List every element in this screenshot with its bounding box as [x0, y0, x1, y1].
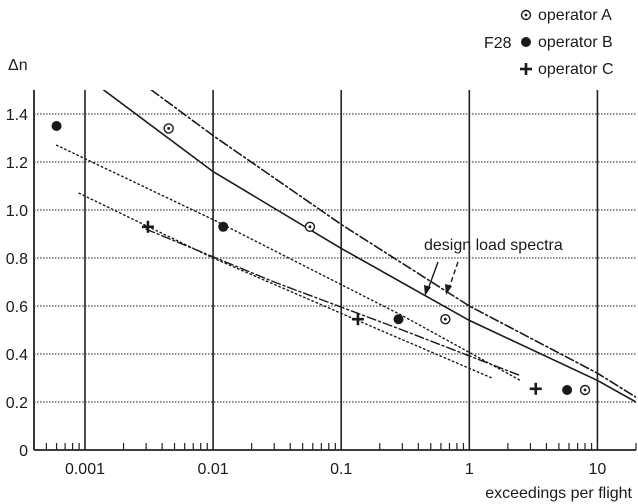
y-tick-labels: 0 0.2 0.4 0.6 0.8 1.0 1.2 1.4	[6, 107, 28, 460]
x-tick-labels: 0.001 0.01 0.1 1 10	[65, 461, 606, 478]
legend-marker-operator-A-dot	[524, 13, 528, 17]
point-operator-B-3	[562, 385, 573, 395]
legend-marker-operator-A	[520, 9, 532, 21]
design-curve-solid	[102, 90, 636, 403]
point-operator-A-2	[440, 314, 451, 325]
y-tick-label-5: 1.0	[6, 203, 28, 220]
point-operator-B-0-dot	[51, 121, 62, 131]
point-operator-B-3-dot	[562, 385, 573, 395]
point-operator-B-1-dot	[218, 221, 229, 232]
point-operator-C-0	[141, 220, 154, 233]
x-tick-label-0: 0.001	[65, 461, 105, 478]
trend-line-2	[145, 228, 521, 377]
y-tick-label-1: 0.2	[6, 395, 28, 412]
legend-label-operator-B: operator B	[538, 34, 613, 51]
design-curve-dash-dot	[150, 90, 636, 399]
x-tick-label-4: 10	[589, 461, 607, 478]
y-tick-label-3: 0.6	[6, 299, 28, 316]
y-tick-label-2: 0.4	[6, 347, 28, 364]
annotation-arrowhead-solid	[424, 285, 431, 296]
point-operator-C-2	[529, 382, 542, 395]
legend-label-operator-A: operator A	[538, 7, 612, 24]
legend-marker-operator-C	[520, 63, 532, 75]
point-operator-B-1	[218, 221, 229, 232]
y-axis-label: Δn	[8, 57, 28, 74]
trend-line-1	[78, 192, 493, 379]
x-tick-label-2: 0.1	[330, 461, 352, 478]
data-points	[51, 121, 591, 396]
y-tick-label-6: 1.2	[6, 155, 28, 172]
legend: operator A operator B operator C	[520, 7, 614, 78]
legend-label-operator-C: operator C	[538, 61, 614, 78]
y-tick-label-0: 0	[19, 443, 28, 460]
point-operator-B-2	[393, 314, 404, 325]
point-operator-C-1	[351, 313, 364, 326]
curves	[55, 90, 636, 403]
grid-lines	[34, 90, 636, 450]
point-operator-A-2-dot	[443, 317, 447, 321]
y-tick-label-4: 0.8	[6, 251, 28, 268]
y-tick-label-7: 1.4	[6, 107, 28, 124]
x-axis-label: exceedings per flight	[485, 485, 632, 502]
annotation-arrowhead-dashed	[445, 284, 452, 295]
point-operator-A-3	[579, 384, 591, 396]
legend-marker-operator-B-dot	[521, 37, 531, 47]
point-operator-A-3-dot	[583, 388, 587, 392]
point-operator-A-1-dot	[308, 225, 312, 229]
axis-frame	[33, 90, 636, 451]
point-operator-A-1	[304, 221, 316, 233]
x-tick-label-1: 0.01	[198, 461, 229, 478]
point-operator-B-0	[51, 121, 62, 131]
point-operator-A-0	[163, 123, 174, 134]
plot-area	[34, 90, 636, 450]
legend-marker-operator-B	[521, 37, 531, 47]
trend-line-0	[55, 144, 521, 382]
design-load-spectra-annotation: design load spectra	[424, 237, 563, 296]
point-operator-B-2-dot	[393, 314, 404, 325]
design-load-spectra-label: design load spectra	[424, 237, 563, 254]
point-operator-A-0-dot	[167, 126, 171, 130]
aircraft-label: F28	[484, 35, 512, 52]
x-tick-label-3: 1	[465, 461, 474, 478]
